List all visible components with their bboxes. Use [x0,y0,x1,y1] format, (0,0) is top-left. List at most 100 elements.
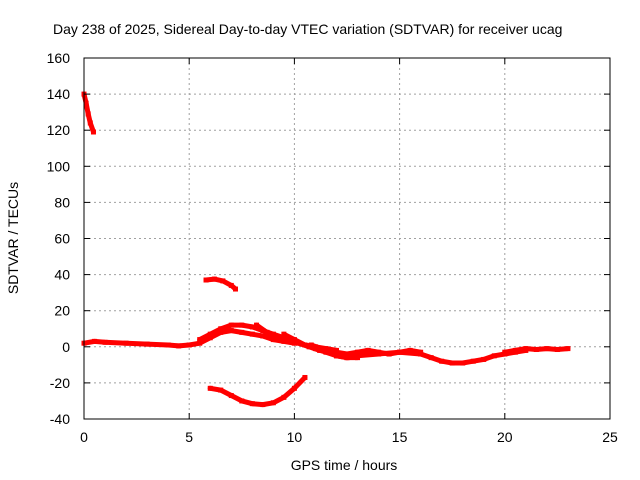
y-tick-label: 40 [54,267,70,283]
data-point [90,129,96,135]
data-point [218,326,224,332]
data-point [308,342,314,348]
data-point [260,402,266,408]
data-point [218,329,224,335]
data-point [239,322,245,328]
data-point [197,340,203,346]
data-point [176,343,182,349]
y-tick-label: 0 [62,339,70,355]
data-point [407,347,413,353]
data-point [203,277,209,283]
data-point [144,341,150,347]
data-point [460,360,466,366]
data-point [470,358,476,364]
data-point [291,337,297,343]
data-point [333,349,339,355]
data-point [533,347,539,353]
data-point [275,335,281,341]
data-point [123,340,129,346]
y-tick-label: 120 [47,122,71,138]
data-point [249,401,255,407]
plot-frame [83,57,611,420]
data-point [439,358,445,364]
data-point [228,282,234,288]
data-point [481,356,487,362]
y-axis-label: SDTVAR / TECUs [5,182,21,294]
data-point [87,120,93,126]
data-point [355,349,361,355]
data-point [376,351,382,357]
data-point [207,385,213,391]
data-point [220,278,226,284]
x-tick-label: 25 [602,429,618,445]
x-axis-label: GPS time / hours [291,457,398,473]
y-tick-label: 80 [54,194,70,210]
data-point [285,338,291,344]
data-point [449,360,455,366]
data-point [197,337,203,343]
data-point [83,100,89,106]
y-tick-label: 140 [47,86,71,102]
data-point [228,393,234,399]
grid-lines [84,58,610,419]
y-tick-label: 100 [47,158,71,174]
data-point [254,322,260,328]
data-point [270,337,276,343]
data-point [554,347,560,353]
series-arc-9 [334,347,529,366]
y-tick-label: 160 [47,50,71,66]
chart-title: Day 238 of 2025, Sidereal Day-to-day VTE… [53,21,562,37]
data-point [512,347,518,353]
x-tick-label: 20 [497,429,513,445]
data-point [544,346,550,352]
data-point [491,353,497,359]
x-tick-label: 5 [185,429,193,445]
data-point [232,286,238,292]
data-point [365,347,371,353]
x-tick-label: 0 [80,429,88,445]
axis-ticks: 0 5 10 15 20 25 -40 -20 0 20 40 60 80 100 120 140 160 [47,50,618,445]
data-point [165,342,171,348]
y-tick-label: -20 [50,375,70,391]
data-point [85,111,91,117]
data-series [81,91,571,408]
data-point [249,324,255,330]
x-tick-label: 15 [392,429,408,445]
data-point [239,398,245,404]
data-point [281,331,287,337]
data-point [344,351,350,357]
data-point [228,322,234,328]
data-point [523,346,529,352]
data-point [207,331,213,337]
data-point [186,342,192,348]
data-point [249,331,255,337]
data-point [281,394,287,400]
data-point [211,276,217,282]
data-point [260,333,266,339]
data-point [302,342,308,348]
data-point [397,349,403,355]
data-point [239,329,245,335]
data-point [355,353,361,359]
data-point [418,351,424,357]
data-point [264,329,270,335]
data-point [302,374,308,380]
data-point [92,338,98,344]
data-point [228,328,234,334]
x-tick-label: 10 [287,429,303,445]
y-tick-label: -40 [50,411,70,427]
data-point [344,355,350,361]
data-point [333,353,339,359]
data-point [428,355,434,361]
y-tick-label: 20 [54,303,70,319]
data-point [270,400,276,406]
data-point [291,385,297,391]
data-point [502,349,508,355]
data-point [323,347,329,353]
data-point [218,387,224,393]
series-arc-5 [207,375,308,408]
data-point [207,335,213,341]
y-tick-label: 60 [54,231,70,247]
data-point [565,346,571,352]
